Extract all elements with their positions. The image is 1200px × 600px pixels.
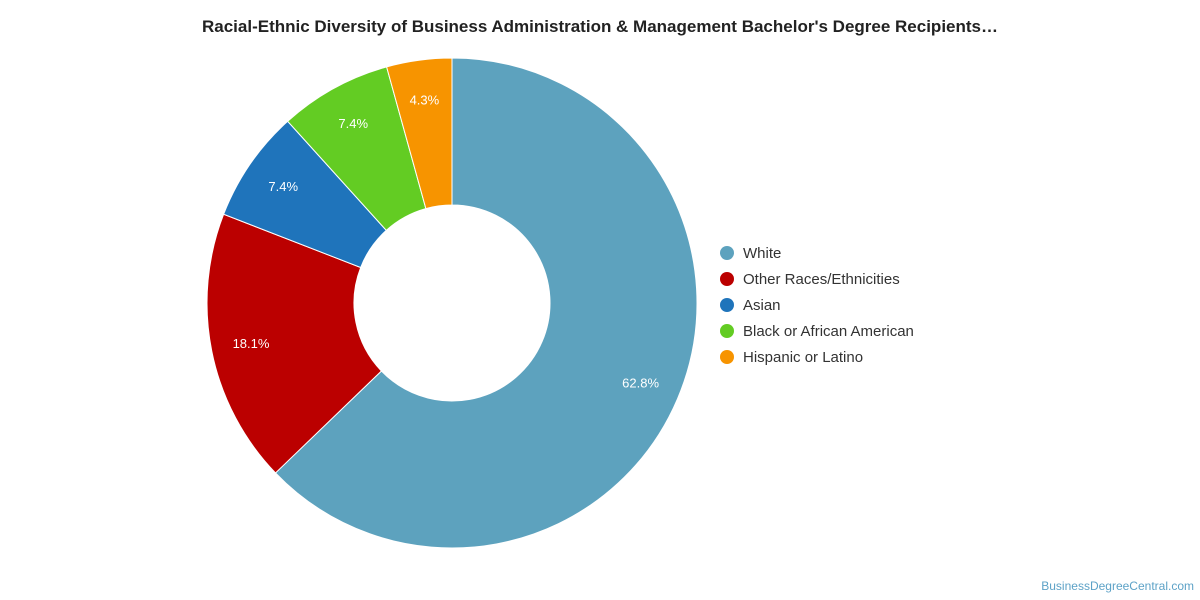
legend-marker-icon (720, 246, 734, 260)
slice-label-asian: 7.4% (268, 179, 298, 194)
legend-item-hispanic-or-latino[interactable]: Hispanic or Latino (720, 344, 914, 370)
chart-legend: White Other Races/Ethnicities Asian Black o… (720, 240, 914, 370)
slice-hispanic-or-latino[interactable] (385, 57, 453, 210)
chart-title: Racial-Ethnic Diversity of Business Admi… (201, 17, 998, 36)
legend-marker-icon (720, 350, 734, 364)
legend-item-asian[interactable]: Asian (720, 292, 914, 318)
legend-item-black-or-african-american[interactable]: Black or African American (720, 318, 914, 344)
slice-white[interactable] (274, 57, 698, 549)
source-credit[interactable]: BusinessDegreeCentral.com (1041, 579, 1194, 593)
slice-label-white: 62.8% (622, 376, 659, 391)
legend-item-white[interactable]: White (720, 240, 914, 266)
legend-label: Asian (743, 296, 781, 314)
legend-label: Other Races/Ethnicities (743, 270, 900, 288)
slice-label-hispanic-or-latino: 4.3% (410, 92, 440, 107)
legend-marker-icon (720, 272, 734, 286)
legend-marker-icon (720, 298, 734, 312)
legend-label: Hispanic or Latino (743, 348, 864, 366)
slice-labels-group: 62.8% 18.1% 7.4% 7.4% 4.3% (233, 92, 660, 390)
legend-label: Black or African American (743, 322, 914, 340)
slice-label-black-or-african-american: 7.4% (338, 116, 368, 131)
slice-label-other-races-ethnicities: 18.1% (233, 336, 270, 351)
slice-other-races-ethnicities[interactable] (206, 213, 383, 474)
slices-group (206, 57, 698, 549)
legend-item-other-races-ethnicities[interactable]: Other Races/Ethnicities (720, 266, 914, 292)
legend-label: White (743, 244, 782, 262)
legend-marker-icon (720, 324, 734, 338)
